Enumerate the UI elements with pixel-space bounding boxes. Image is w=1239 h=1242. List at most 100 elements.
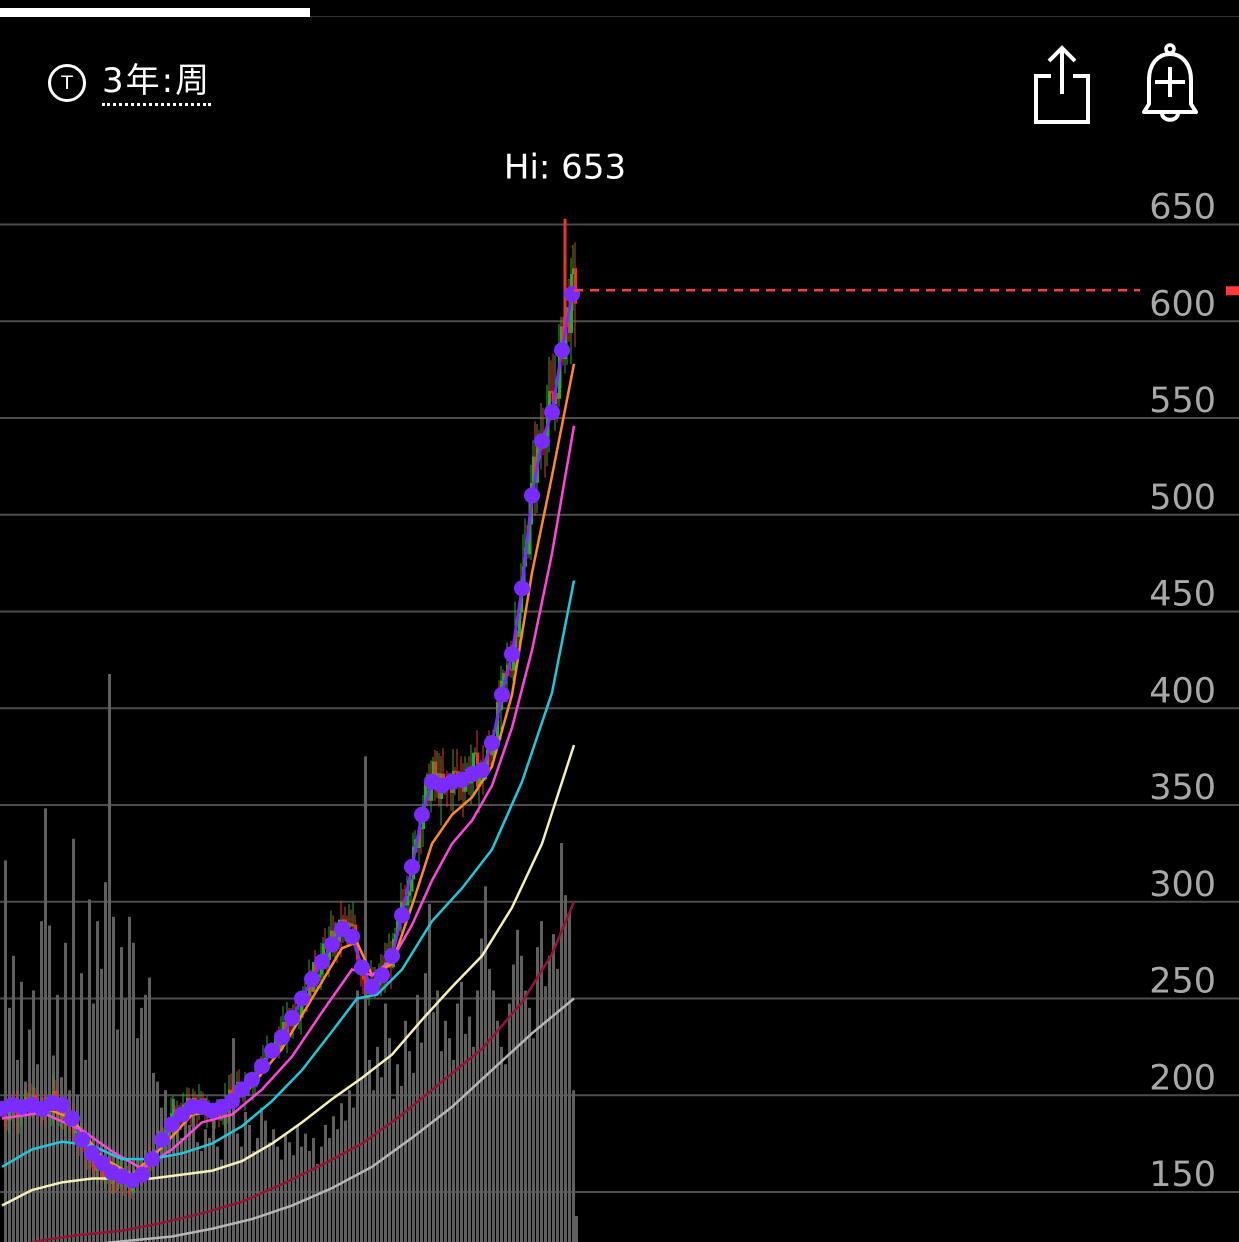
period-selector[interactable]: T 3年:周	[48, 58, 212, 108]
volume-bar	[160, 1107, 163, 1242]
candle-body	[478, 771, 481, 787]
volume-bar	[352, 1107, 355, 1242]
volume-bar	[268, 1142, 271, 1242]
candle-body	[74, 1127, 77, 1134]
ma-dot	[374, 967, 390, 984]
volume-bar	[460, 981, 463, 1242]
candle-body	[300, 1004, 303, 1015]
volume-bar	[80, 973, 83, 1242]
volume-bar	[440, 1051, 443, 1242]
volume-bar	[560, 843, 563, 1242]
volume-bar	[480, 938, 483, 1242]
moving-average-lines	[1, 293, 576, 1242]
volume-bar	[68, 1090, 71, 1242]
candle-body	[278, 1041, 281, 1051]
volume-bar	[128, 916, 131, 1242]
volume-bar	[264, 1120, 267, 1242]
volume-bar	[284, 1133, 287, 1242]
volume-bar	[364, 756, 367, 1242]
volume-bar	[456, 1003, 459, 1242]
volume-bar	[52, 1055, 55, 1242]
candle-body	[496, 702, 499, 747]
volume-bar	[248, 1124, 251, 1242]
ma-line	[29, 901, 576, 1242]
candle-body	[102, 1171, 105, 1179]
volume-bar	[140, 1007, 143, 1242]
ma-dot	[484, 735, 500, 752]
high-label: Hi: 653	[504, 148, 626, 188]
volume-bar	[500, 1046, 503, 1242]
volume-bar	[448, 1038, 451, 1242]
volume-bar	[516, 929, 519, 1242]
candle-body	[454, 770, 457, 773]
volume-bar	[216, 1146, 219, 1242]
volume-bar	[356, 990, 359, 1242]
volume-bar	[316, 1163, 319, 1242]
volume-bar	[408, 1051, 411, 1242]
ma-dot	[494, 686, 510, 703]
candle-body	[410, 879, 413, 892]
bell-plus-icon	[1142, 43, 1198, 122]
add-alert-button[interactable]	[1134, 42, 1204, 128]
volume-bar	[224, 1111, 227, 1242]
ma-line	[1, 744, 576, 1207]
volume-bar	[4, 860, 7, 1242]
candle-body	[348, 923, 351, 928]
volume-bar	[504, 1064, 507, 1242]
volume-bar	[296, 1124, 299, 1242]
current-price-line	[574, 286, 1239, 296]
volume-bar	[180, 1137, 183, 1242]
candle-body	[352, 924, 355, 927]
volume-bar	[320, 1146, 323, 1242]
volume-bar	[340, 1103, 343, 1242]
candle-body	[572, 268, 575, 274]
volume-bar	[280, 1159, 283, 1242]
candle-body	[436, 773, 439, 779]
volume-bar	[164, 1090, 167, 1242]
progress-track	[0, 16, 1239, 17]
moving-average-dots	[0, 286, 580, 1189]
volume-bar	[300, 1146, 303, 1242]
ma-dot	[314, 953, 330, 970]
y-tick-label: 450	[1149, 575, 1216, 615]
volume-bar	[212, 1116, 215, 1242]
candle-body	[556, 392, 559, 399]
volume-bar	[360, 1077, 363, 1242]
volume-bar	[412, 1072, 415, 1242]
volume-bar	[492, 990, 495, 1242]
ma-dot	[514, 580, 530, 597]
ma-line	[1, 580, 576, 1168]
volume-bar	[548, 955, 551, 1242]
ma-dot	[154, 1131, 170, 1148]
y-tick-label: 300	[1149, 865, 1216, 905]
candle-body	[528, 524, 531, 555]
ma-dot	[404, 858, 420, 875]
candle-body	[472, 753, 475, 772]
candle-body	[560, 326, 563, 351]
grid-lines	[0, 223, 1239, 1193]
volume-bar	[288, 1142, 291, 1242]
ma-line	[102, 997, 575, 1242]
share-icon	[1034, 45, 1090, 124]
volume-bar	[508, 1003, 511, 1242]
ma-dot	[544, 404, 560, 421]
volume-bar	[148, 977, 151, 1242]
candle-body	[282, 1022, 285, 1032]
candle-body	[564, 326, 567, 360]
volume-bar	[260, 1107, 263, 1242]
volume-bar	[256, 1137, 259, 1242]
candle-body	[518, 612, 521, 638]
volume-bar	[524, 990, 527, 1242]
candle-body	[194, 1097, 197, 1102]
volume-bar	[540, 921, 543, 1242]
volume-bar	[236, 1133, 239, 1242]
candle-body	[492, 747, 495, 756]
ma-dot	[524, 487, 540, 504]
volume-bar	[544, 986, 547, 1242]
volume-bar	[124, 999, 127, 1242]
volume-bar	[240, 1146, 243, 1242]
volume-bar	[484, 886, 487, 1242]
progress-bar	[0, 0, 1239, 18]
share-button[interactable]	[1027, 42, 1097, 128]
